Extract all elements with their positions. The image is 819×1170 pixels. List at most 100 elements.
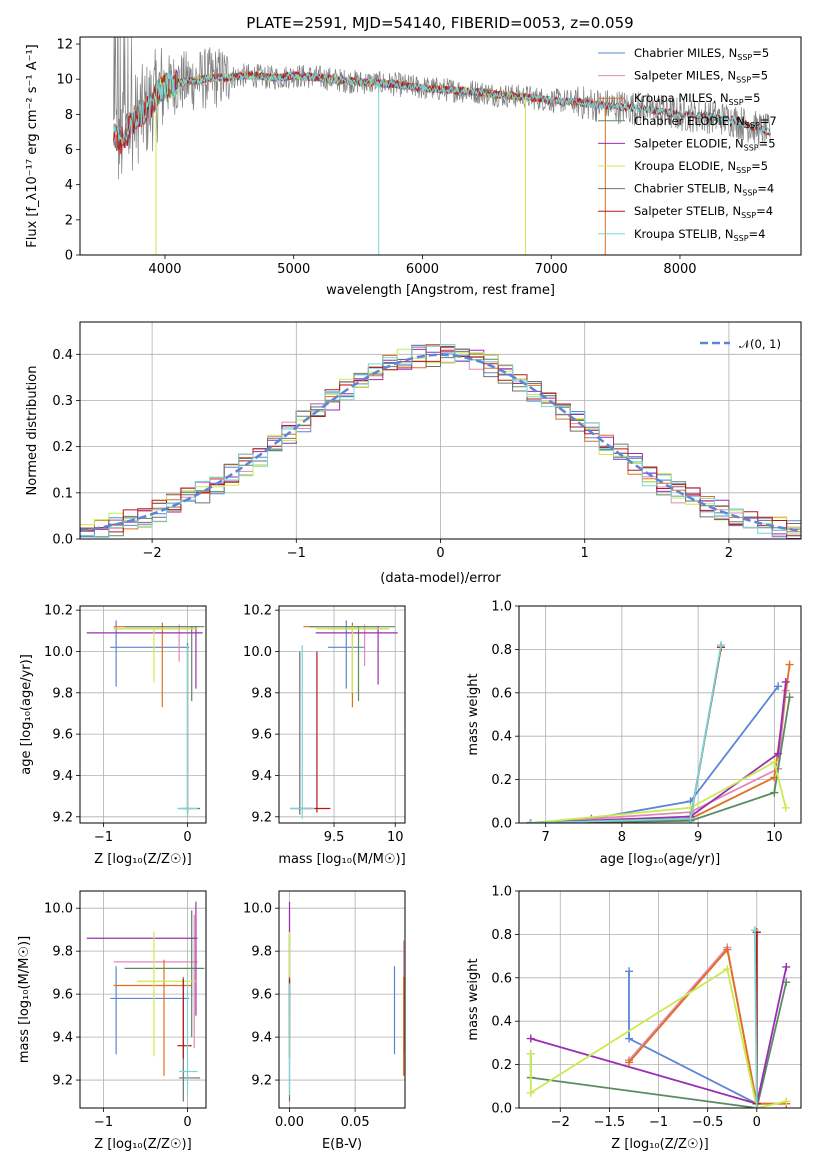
panel-weight-vs-age: 7 8 9 10 0.0 0.2 0.4 0.6 0.8 1.0 age [log₁₀(age/yr… (466, 600, 802, 867)
legend-nssp: =5 (744, 91, 761, 105)
weight-marker (716, 641, 725, 650)
legend-label: Chabrier ELODIE, NSSP=7 (634, 114, 777, 130)
legend-label: Kroupa ELODIE, NSSP=5 (634, 159, 768, 175)
weight-series-chabrier-miles (587, 682, 783, 823)
y-tick-label: 9.2 (52, 810, 73, 825)
legend-subscript: SSP (736, 76, 751, 85)
axes-frame (79, 890, 207, 1109)
x-axis-label: Z [log₁₀(Z/Z☉)] (94, 852, 191, 867)
weight-line (628, 947, 787, 1105)
x-tick-label: −1 (649, 1115, 668, 1130)
legend-subscript: SSP (736, 166, 751, 175)
legend-label: Kroupa MILES, NSSP=5 (634, 91, 760, 107)
weight-line (530, 647, 722, 823)
x-tick-label: −1 (94, 830, 113, 845)
weight-marker (782, 1097, 791, 1106)
legend-nssp: =4 (756, 204, 773, 218)
x-tick-label: 8 (618, 830, 626, 845)
y-tick-label: 9.4 (251, 769, 272, 784)
y-tick-label: 0.8 (491, 928, 512, 943)
weight-series-kroupa-elodie (526, 758, 790, 823)
errorbar-salpeter-miles (113, 624, 196, 662)
y-tick-label: 0.2 (491, 773, 512, 788)
panel-age-vs-mass: 9.5 10 9.2 9.4 9.6 9.8 10.0 10.2 mass [log₁₀(M/M… (243, 604, 406, 867)
y-tick-label: 0.4 (52, 348, 73, 363)
y-tick-label: 10 (56, 73, 73, 88)
legend-label: Kroupa STELIB, NSSP=4 (634, 227, 765, 243)
y-tick-label: 2 (65, 213, 73, 228)
x-tick-label: 2 (725, 546, 733, 561)
grid-lines (279, 606, 405, 823)
y-tick-label: 0.2 (52, 440, 73, 455)
x-tick-label: 0 (436, 546, 444, 561)
errorbar-chabrier-stelib (179, 643, 201, 817)
y-axis-label: age [log₁₀(age/yr)] (19, 654, 34, 775)
legend-subscript: SSP (741, 211, 756, 220)
errorbar-kroupa-elodie (137, 931, 196, 1057)
x-axis-label: age [log₁₀(age/yr)] (600, 852, 721, 867)
y-tick-label: 9.8 (52, 945, 73, 960)
histogram-salpeter-stelib (80, 345, 801, 537)
x-tick-label: 5000 (277, 262, 310, 277)
y-axis-label: Flux [f_λ10⁻¹⁷ erg cm⁻² s⁻¹ A⁻¹] (25, 44, 40, 248)
weight-marker (526, 1088, 535, 1097)
spectrum-legend: Chabrier MILES, NSSP=5 Salpeter MILES, NS… (598, 46, 777, 243)
y-tick-label: 9.8 (52, 686, 73, 701)
weight-marker (752, 1104, 761, 1108)
x-tick-label: 9.5 (324, 830, 345, 845)
x-tick-label: 10 (766, 830, 783, 845)
legend-subscript: SSP (729, 98, 744, 107)
x-tick-label: 0.00 (275, 1115, 304, 1130)
x-tick-label: 0 (183, 830, 191, 845)
errorbar-chabrier-miles (327, 620, 365, 689)
errorbar-kroupa-stelib (290, 645, 315, 819)
legend-label: 𝒩(0, 1) (739, 337, 781, 351)
weight-marker (625, 1034, 634, 1043)
axes-frame (518, 605, 802, 824)
legend-nssp: =5 (751, 69, 768, 83)
y-tick-label: 1.0 (491, 600, 512, 615)
plot-area (80, 344, 801, 539)
weight-series-chabrier-stelib (526, 643, 725, 823)
errorbar-salpeter-stelib (177, 979, 192, 1059)
weight-line (530, 664, 791, 823)
weight-marker (625, 1058, 634, 1067)
weight-line (753, 930, 758, 1108)
legend-subscript: SSP (745, 121, 760, 130)
legend-label: Salpeter ELODIE, NSSP=5 (634, 136, 776, 152)
legend-subscript: SSP (744, 143, 759, 152)
x-tick-label: 0.05 (341, 1115, 370, 1130)
grid-lines (519, 605, 801, 824)
weight-marker (770, 788, 779, 797)
weight-marker (686, 814, 695, 823)
legend-nssp: =4 (757, 182, 774, 196)
axes-frame (79, 36, 802, 256)
y-tick-label: 6 (65, 143, 73, 158)
weight-marker (723, 945, 732, 954)
y-tick-label: 10.0 (243, 902, 272, 917)
y-tick-label: 0.3 (52, 394, 73, 409)
residuals-legend: 𝒩(0, 1) (700, 337, 781, 351)
plot-area (526, 641, 794, 823)
weight-series-kroupa-stelib (750, 926, 761, 1108)
y-tick-label: 0.2 (491, 1058, 512, 1073)
plot-area (526, 926, 791, 1108)
legend-label: Salpeter STELIB, NSSP=4 (634, 204, 773, 220)
errorbar-salpeter-elodie (86, 901, 198, 1016)
weight-marker (750, 926, 759, 935)
errorbar-kroupa-stelib (177, 645, 198, 817)
panel-residuals: −2 −1 0 1 2 0.0 0.1 0.2 0.3 0.4 (data-model)/error… (25, 321, 802, 586)
errorbar-kroupa-miles (113, 959, 192, 1076)
legend-nssp: =5 (752, 46, 769, 60)
y-tick-label: 0.0 (52, 533, 73, 548)
axes-frame (278, 890, 406, 1109)
y-axis-label: mass weight (466, 673, 481, 755)
errorbar-chabrier-miles (110, 966, 190, 1055)
errorbar-chabrier-miles (110, 620, 190, 687)
y-tick-label: 0.6 (491, 971, 512, 986)
y-tick-label: 10.2 (44, 604, 73, 619)
y-tick-label: 0 (65, 249, 73, 264)
errorbar-kroupa-elodie (315, 626, 390, 693)
legend-nssp: =4 (749, 227, 766, 241)
x-axis-label: E(B-V) (322, 1137, 362, 1152)
